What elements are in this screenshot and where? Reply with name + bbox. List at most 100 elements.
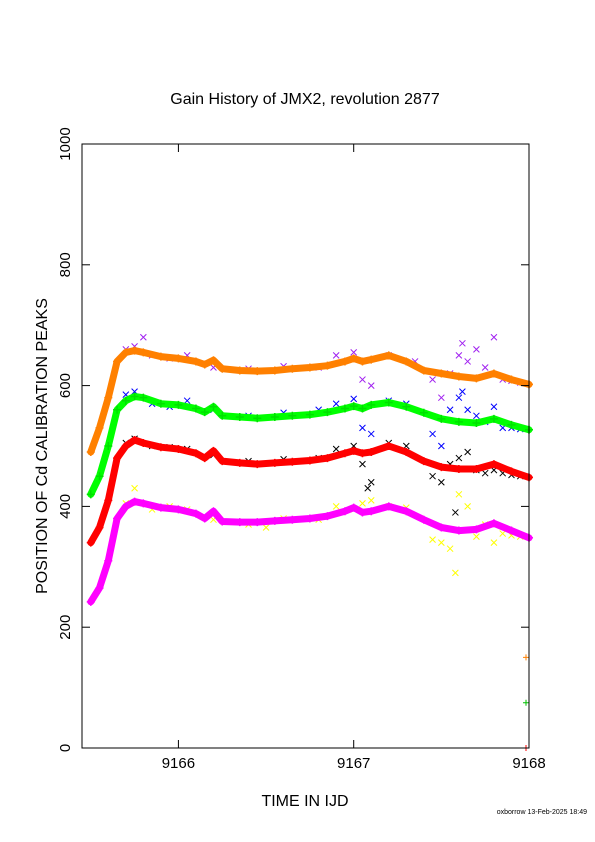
scatter-point [437,478,445,486]
data-point [340,507,349,516]
scatter-point [429,472,436,480]
data-point [358,508,367,517]
scatter-point [452,509,459,516]
data-point [191,509,200,518]
scatter-point [490,333,498,341]
scatter-point [367,382,375,389]
scatter-point [490,539,498,546]
data-point [349,446,358,455]
data-point [113,454,122,463]
data-point [156,399,165,408]
scatter-point [473,346,480,353]
x-tick-label: 9166 [162,755,195,772]
data-point [235,366,244,375]
data-point [384,398,393,407]
scatter-point [429,536,436,543]
data-point [367,507,376,516]
scatter-point [367,478,375,486]
scatter-point [455,454,463,462]
data-point [130,346,139,355]
data-point [113,357,122,366]
data-point [235,518,244,527]
scatter-point [437,394,445,402]
data-point [86,597,95,606]
scatter-point [139,333,147,341]
data-point [86,448,95,457]
data-point [349,354,358,363]
data-point [305,456,314,465]
data-point [288,364,297,373]
data-point [95,423,104,432]
data-point [253,518,262,527]
data-point [191,404,200,413]
data-point [507,375,516,384]
y-tick-label: 0 [57,744,74,752]
data-point [489,519,498,528]
scatter-point [359,460,366,468]
data-point [437,463,446,472]
data-point [139,393,148,402]
scatter-point [481,364,489,371]
scatter-point [183,397,191,405]
data-point [95,583,104,592]
scatter-point [429,376,436,383]
data-point [121,502,130,511]
data-point [323,454,332,463]
data-point [472,419,481,428]
edge-marker [523,699,529,706]
y-tick-label: 800 [57,252,74,277]
data-point [419,366,428,375]
scatter-point [332,400,340,408]
data-point [191,449,200,458]
data-point [200,408,209,417]
chart-title: Gain History of JMX2, revolution 2877 [170,91,440,108]
plot-frame [81,143,530,749]
data-point [86,538,95,547]
data-point [367,355,376,364]
data-point [288,411,297,420]
scatter-point [455,490,463,498]
data-point [340,404,349,413]
scatter-point [332,503,340,510]
data-point [454,372,463,381]
scatter-point [464,503,472,510]
data-point [367,448,376,457]
y-tick-label: 400 [57,494,74,519]
data-point [384,502,393,511]
data-point [218,517,227,526]
scatter-point [464,358,472,365]
data-point [419,408,428,417]
scatter-point [452,569,459,577]
scatter-point [367,497,375,504]
data-point [340,357,349,366]
data-point [253,414,262,423]
data-point [113,514,122,523]
data-point [323,512,332,521]
series-0 [86,333,533,457]
scatter-point [446,545,454,553]
scatter-point [473,412,480,420]
scatter-point [359,376,366,383]
data-point [402,507,411,516]
data-point [454,526,463,535]
data-point [402,402,411,411]
y-tick-label: 600 [57,373,74,398]
data-point [323,361,332,370]
scatter-point [359,424,366,432]
series-3 [86,484,533,606]
data-point [191,357,200,366]
series-2 [86,435,533,547]
data-point [270,516,279,525]
data-point [156,443,165,452]
scatter-point [446,406,454,414]
data-point [384,442,393,450]
data-point [270,458,279,467]
scatter-point [464,448,472,456]
scatter-point [359,500,366,507]
data-point [507,420,516,429]
scatter-point [332,352,340,359]
scatter-point [367,430,375,438]
data-point [235,458,244,467]
data-point [121,442,130,450]
